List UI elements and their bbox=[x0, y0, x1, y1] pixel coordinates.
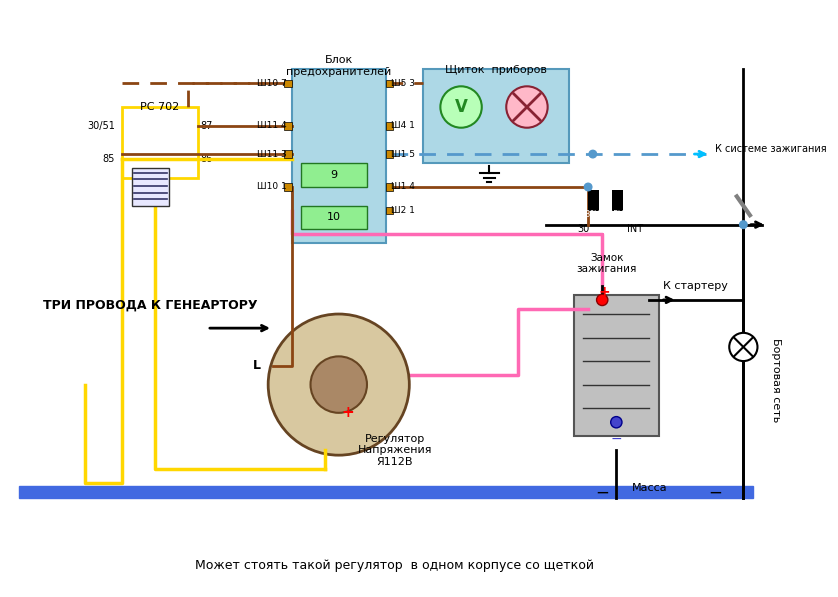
Text: 9: 9 bbox=[330, 170, 338, 180]
Bar bbox=[385, 80, 393, 87]
Text: L: L bbox=[253, 359, 261, 373]
Text: 85: 85 bbox=[102, 154, 115, 164]
Text: 30/51: 30/51 bbox=[87, 121, 115, 131]
Text: 10: 10 bbox=[327, 212, 341, 222]
Text: +: + bbox=[598, 285, 610, 299]
Bar bbox=[292, 69, 385, 244]
Text: 86: 86 bbox=[200, 154, 213, 164]
Circle shape bbox=[740, 221, 747, 229]
Bar bbox=[423, 69, 569, 164]
Text: −: − bbox=[595, 484, 609, 502]
Bar bbox=[588, 190, 599, 211]
Text: V: V bbox=[455, 98, 468, 116]
Text: −: − bbox=[611, 432, 622, 446]
Text: Ш1 4: Ш1 4 bbox=[391, 183, 414, 192]
Text: Бортовая сеть: Бортовая сеть bbox=[771, 338, 781, 422]
Bar bbox=[612, 190, 623, 211]
Bar bbox=[132, 168, 169, 206]
Text: Ш4 1: Ш4 1 bbox=[391, 121, 414, 130]
Circle shape bbox=[584, 183, 592, 191]
Bar bbox=[385, 122, 393, 130]
Bar bbox=[122, 107, 198, 177]
Circle shape bbox=[311, 356, 367, 413]
Bar bbox=[301, 206, 367, 229]
Text: К системе зажигания: К системе зажигания bbox=[715, 144, 827, 155]
Bar bbox=[574, 295, 659, 436]
Circle shape bbox=[597, 294, 608, 306]
Bar bbox=[385, 150, 393, 158]
Text: INT: INT bbox=[627, 224, 644, 235]
Circle shape bbox=[729, 333, 758, 361]
Bar bbox=[385, 207, 393, 214]
Text: Ш11 3: Ш11 3 bbox=[257, 150, 287, 159]
Text: Может стоять такой регулятор  в одном корпусе со щеткой: Может стоять такой регулятор в одном кор… bbox=[194, 559, 594, 572]
Text: РС 702: РС 702 bbox=[140, 102, 179, 112]
Bar bbox=[301, 164, 367, 187]
Circle shape bbox=[506, 87, 548, 128]
Text: Блок
предохранителей: Блок предохранителей bbox=[286, 56, 391, 77]
Text: Щиток  приборов: Щиток приборов bbox=[446, 64, 547, 75]
Text: Регулятор
Напряжения
Я112В: Регулятор Напряжения Я112В bbox=[358, 434, 432, 467]
Bar bbox=[284, 122, 292, 130]
Bar bbox=[284, 183, 292, 191]
Text: Ш10 7: Ш10 7 bbox=[257, 79, 287, 88]
Text: +: + bbox=[342, 405, 354, 420]
Text: Ш5 3: Ш5 3 bbox=[391, 79, 415, 88]
Text: Ш10 1: Ш10 1 bbox=[257, 183, 287, 192]
Bar bbox=[284, 80, 292, 87]
Text: Ш1 5: Ш1 5 bbox=[391, 150, 415, 159]
Text: К стартеру: К стартеру bbox=[664, 281, 728, 291]
Bar bbox=[18, 486, 753, 497]
Text: 30: 30 bbox=[577, 224, 589, 235]
Text: 30\1: 30\1 bbox=[584, 209, 603, 218]
Text: Замок
зажигания: Замок зажигания bbox=[577, 253, 637, 275]
Text: Ш2 1: Ш2 1 bbox=[391, 206, 414, 215]
Text: ТРИ ПРОВОДА К ГЕНЕАРТОРУ: ТРИ ПРОВОДА К ГЕНЕАРТОРУ bbox=[44, 298, 258, 311]
Bar bbox=[284, 150, 292, 158]
Text: 15\1: 15\1 bbox=[608, 209, 627, 218]
Text: Масса: Масса bbox=[632, 483, 667, 493]
Text: 87: 87 bbox=[200, 121, 213, 131]
Bar bbox=[385, 183, 393, 191]
Circle shape bbox=[611, 417, 622, 428]
Circle shape bbox=[441, 87, 482, 128]
Circle shape bbox=[268, 314, 409, 455]
Text: Ш11 4: Ш11 4 bbox=[257, 121, 287, 130]
Circle shape bbox=[589, 150, 597, 158]
Text: −: − bbox=[708, 484, 722, 502]
